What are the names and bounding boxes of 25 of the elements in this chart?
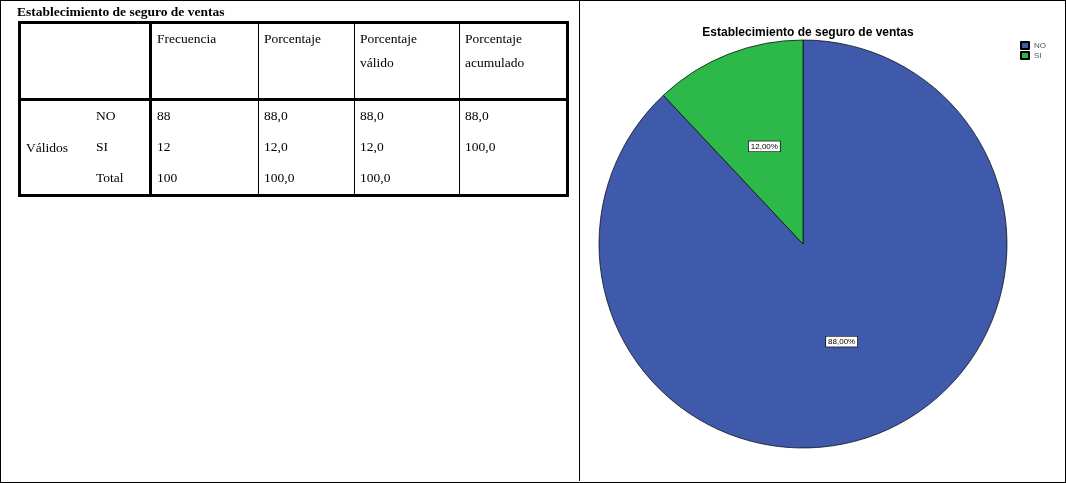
text: 88,0 xyxy=(465,108,489,123)
legend-label: NO xyxy=(1034,41,1046,50)
category-label: Porcentaje acumulado xyxy=(459,22,568,100)
text: Válidos xyxy=(19,99,91,196)
text: 88,0 xyxy=(264,108,288,123)
category-label: Porcentaje válido xyxy=(354,22,460,100)
text: Establecimiento de seguro de ventas xyxy=(17,4,225,20)
category-label: Porcentaje xyxy=(258,22,355,100)
text: 12,0 xyxy=(264,139,288,154)
category-label: NO xyxy=(96,108,116,123)
text: 100 xyxy=(157,170,178,185)
legend-label: SI xyxy=(1034,51,1042,60)
data-label: 88,00% xyxy=(828,337,856,347)
category-label: Total xyxy=(96,170,124,185)
text: 100,0 xyxy=(264,170,295,185)
text: 12 xyxy=(157,139,171,154)
category-label: SI xyxy=(96,139,109,154)
text: 100,0 xyxy=(465,139,496,154)
text: 88 xyxy=(157,108,171,123)
data-label: 12,00% xyxy=(750,141,778,151)
text: 88,0 xyxy=(360,108,384,123)
text: 12,0 xyxy=(360,139,384,154)
text: 100,0 xyxy=(360,170,391,185)
category-label: Frecuencia xyxy=(150,22,259,100)
chart-title: Establecimiento de seguro de ventas xyxy=(702,25,915,39)
